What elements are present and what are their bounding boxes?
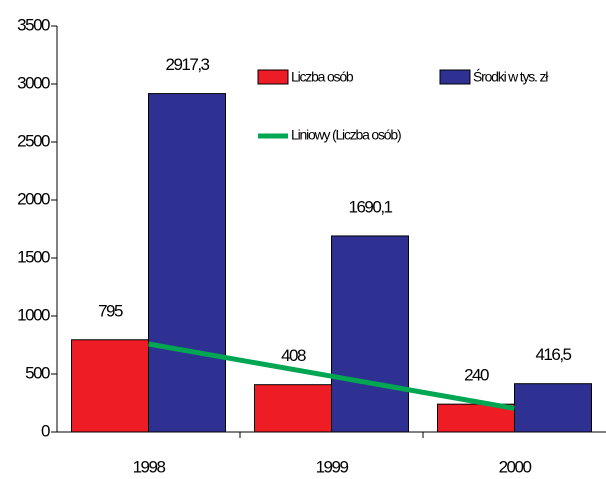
y-tick-label: 2000 xyxy=(17,189,50,208)
legend-label: Liniowy (Liczba osób) xyxy=(291,127,401,143)
y-tick-label: 1000 xyxy=(17,305,50,324)
x-tick-label: 1998 xyxy=(133,457,166,476)
data-label: 2917,3 xyxy=(166,55,210,74)
legend-label: Liczba osób xyxy=(291,69,354,85)
data-label: 240 xyxy=(464,366,489,385)
legend-swatch xyxy=(439,69,471,85)
bar xyxy=(437,403,515,433)
bar xyxy=(514,383,592,433)
x-tick-label: 2000 xyxy=(499,457,532,476)
y-tick-label: 3500 xyxy=(17,15,50,34)
y-tick-label: 500 xyxy=(25,363,50,382)
y-tick-label: 3000 xyxy=(17,73,50,92)
data-label: 795 xyxy=(98,301,123,320)
legend-label: Środki w tys. zł xyxy=(473,68,549,85)
trendline xyxy=(148,341,515,411)
data-label: 408 xyxy=(281,346,306,365)
legend-swatch xyxy=(257,69,289,85)
data-label: 416,5 xyxy=(535,345,571,364)
y-tick-label: 1500 xyxy=(17,247,50,266)
y-tick-label: 2500 xyxy=(17,131,50,150)
bar xyxy=(254,384,332,433)
bar xyxy=(331,235,409,433)
y-tick-label: 0 xyxy=(41,421,50,440)
bar xyxy=(71,339,149,433)
data-label: 1690,1 xyxy=(349,197,393,216)
x-tick-label: 1999 xyxy=(316,457,349,476)
bar xyxy=(148,93,226,433)
